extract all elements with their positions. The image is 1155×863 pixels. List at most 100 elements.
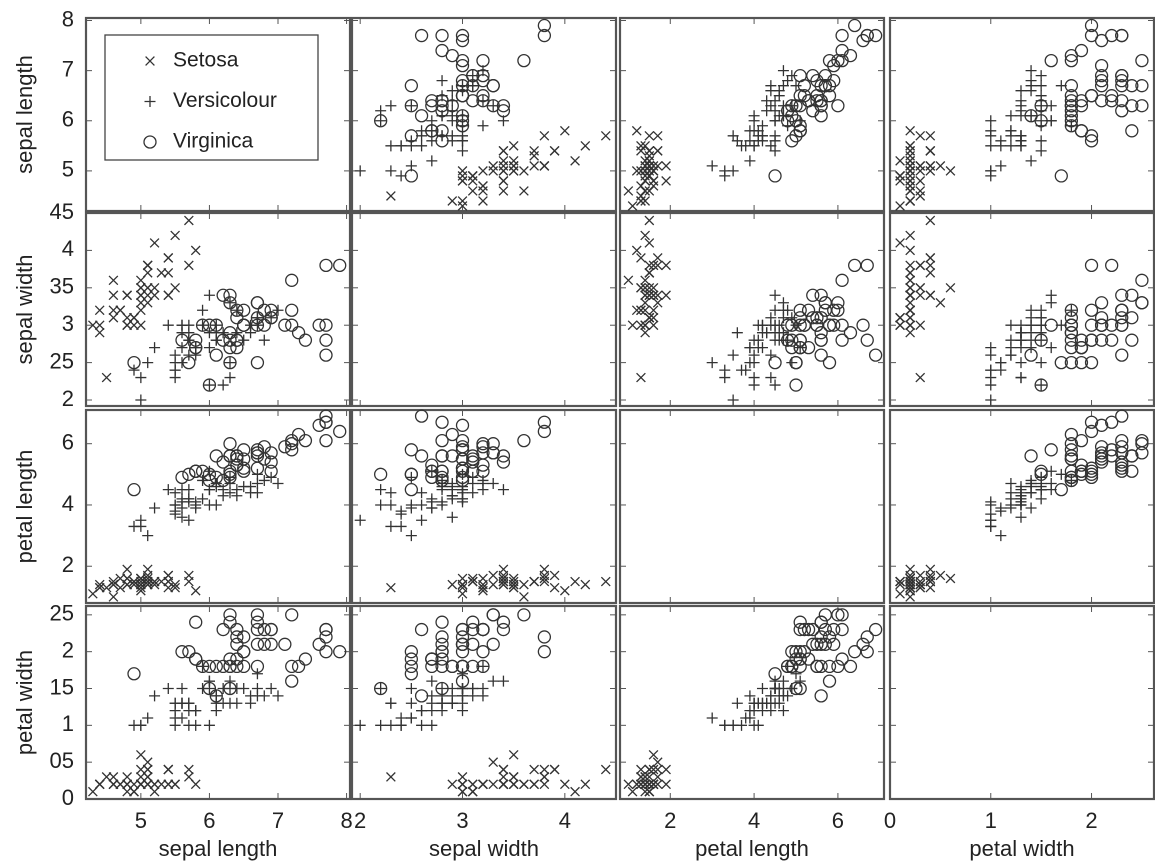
marker-cross (600, 576, 611, 587)
marker-circle (860, 28, 874, 43)
marker-cross (519, 592, 529, 602)
y-tick-label: 6 (62, 107, 74, 132)
marker-cross (156, 576, 167, 587)
marker-cross (94, 582, 105, 593)
marker-circle (230, 637, 244, 651)
marker-plus (985, 115, 997, 127)
marker-cross (905, 576, 916, 587)
marker-circle (216, 455, 230, 469)
marker-circle (435, 659, 449, 674)
marker-plus (258, 474, 270, 486)
marker-plus (1025, 75, 1037, 87)
marker-cross (467, 786, 478, 797)
marker-circle (1125, 311, 1139, 325)
marker-cross (94, 579, 105, 590)
marker-circle (1084, 18, 1099, 33)
marker-circle (517, 433, 531, 448)
marker-circle (1034, 467, 1048, 481)
marker-plus (436, 496, 448, 508)
marker-plus (197, 319, 209, 331)
marker-circle (189, 333, 203, 347)
marker-circle (856, 637, 870, 651)
panel-frame (350, 408, 618, 605)
marker-cross (457, 582, 468, 593)
marker-circle (496, 622, 511, 637)
marker-circle (1094, 58, 1109, 73)
marker-circle (1135, 79, 1149, 93)
marker-cross (905, 305, 916, 316)
marker-plus (436, 697, 448, 709)
marker-cross (945, 282, 956, 293)
marker-circle (1105, 318, 1119, 332)
marker-plus (446, 511, 458, 523)
marker-cross (508, 749, 519, 760)
marker-circle (1044, 443, 1058, 457)
marker-plus (426, 493, 438, 505)
marker-circle (814, 348, 828, 362)
marker-cross (498, 772, 509, 782)
marker-cross (640, 786, 651, 797)
marker-plus (169, 487, 181, 499)
marker-plus (217, 379, 229, 391)
marker-circle (237, 645, 251, 659)
marker-plus (395, 140, 407, 152)
marker-circle (374, 114, 388, 128)
marker-plus (169, 719, 181, 731)
marker-plus (183, 697, 195, 709)
marker-plus (142, 357, 154, 369)
marker-plus (752, 697, 764, 709)
marker-circle (404, 667, 418, 681)
marker-circle (223, 341, 237, 355)
marker-cross (163, 253, 174, 263)
y-tick-label: 6 (62, 430, 74, 455)
marker-circle (230, 452, 244, 466)
marker-cross (549, 582, 560, 593)
marker-circle (1115, 28, 1129, 43)
marker-circle (455, 418, 470, 432)
marker-circle (1094, 318, 1109, 332)
legend-label: Setosa (173, 49, 239, 72)
marker-plus (149, 502, 161, 514)
marker-circle (793, 341, 807, 355)
marker-plus (416, 705, 428, 717)
marker-plus (446, 490, 458, 502)
marker-circle (319, 333, 333, 347)
marker-plus (765, 372, 777, 384)
marker-circle (1064, 53, 1079, 68)
marker-cross (644, 786, 655, 797)
marker-cross (623, 275, 634, 286)
marker-circle (455, 464, 470, 478)
marker-circle (445, 659, 459, 674)
marker-cross (648, 312, 659, 323)
marker-circle (333, 258, 347, 273)
marker-circle (848, 258, 862, 273)
marker-cross (644, 282, 655, 293)
marker-circle (425, 464, 439, 478)
marker-plus (265, 683, 277, 695)
marker-cross (915, 282, 926, 293)
marker-circle (455, 630, 470, 644)
marker-plus (457, 690, 469, 702)
marker-circle (414, 689, 429, 703)
marker-circle (1105, 94, 1119, 108)
marker-circle (1094, 311, 1109, 325)
marker-circle (785, 333, 799, 347)
marker-circle (404, 483, 418, 497)
y-tick-label: 35 (50, 274, 74, 299)
marker-cross (190, 585, 201, 596)
marker-cross (895, 171, 905, 181)
marker-plus (405, 712, 417, 724)
marker-cross (488, 757, 499, 768)
marker-circle (768, 355, 782, 370)
marker-circle (223, 355, 237, 370)
marker-plus (1035, 312, 1047, 324)
marker-circle (250, 446, 265, 460)
marker-circle (466, 615, 480, 629)
marker-plus (706, 357, 718, 369)
marker-cross (508, 779, 519, 790)
marker-circle (1064, 470, 1079, 485)
y-tick-label: 25 (50, 348, 74, 373)
marker-cross (631, 305, 642, 316)
marker-circle (312, 418, 326, 432)
